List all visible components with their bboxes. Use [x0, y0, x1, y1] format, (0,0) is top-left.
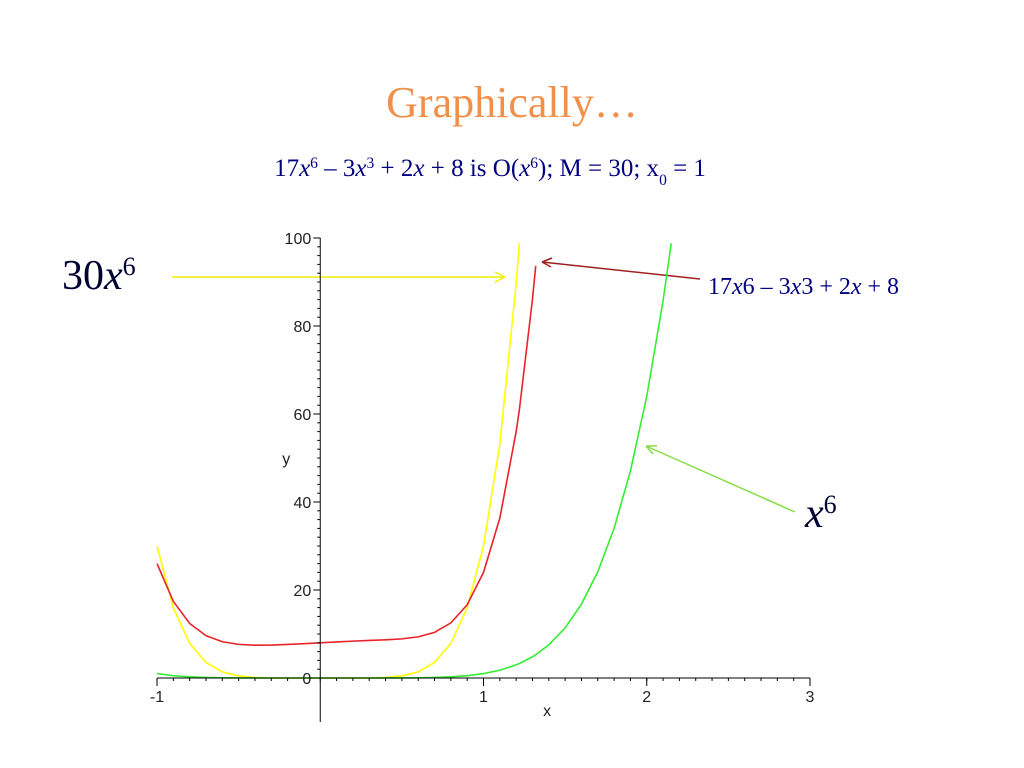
arrow-head — [645, 445, 657, 455]
text-piece: 6 – 3 — [743, 274, 791, 300]
y-tick-label: 60 — [293, 407, 311, 424]
y-tick-label: 40 — [293, 495, 311, 512]
y-axis-label: y — [282, 451, 290, 468]
plot: 0 20 40 60 80 100 -1 1 2 3 x y — [150, 231, 815, 722]
text-piece: = 1 — [667, 155, 706, 182]
text-piece: + 8 is O( — [425, 155, 520, 182]
text-piece: 3 + 2 — [801, 274, 851, 300]
text-piece: x — [790, 274, 802, 300]
text-piece: 6 — [530, 155, 538, 172]
text-piece: x — [731, 274, 743, 300]
text-piece: x — [298, 155, 310, 182]
text-piece: 6 — [123, 252, 136, 281]
arrow-head — [494, 271, 506, 283]
x-tick-label: 1 — [479, 689, 488, 706]
curve — [156, 265, 537, 646]
text-piece: + 8 — [862, 274, 900, 300]
text-piece: + 2 — [374, 155, 413, 182]
text-piece: x — [804, 491, 824, 537]
annotation-arrow — [645, 445, 796, 513]
text-piece: 30 — [62, 253, 104, 299]
text-piece: 17 — [708, 274, 732, 300]
text-piece: – 3 — [318, 155, 356, 182]
annotation-label: 17x6 – 3x3 + 2x + 8 — [708, 274, 899, 300]
slide-title: Graphically… — [386, 78, 638, 127]
annotation-label: 30x6 — [62, 252, 136, 300]
text-piece: x — [354, 155, 366, 182]
annotation-label: x6 — [804, 490, 837, 538]
text-piece: x — [850, 274, 862, 300]
text-piece: 6 — [824, 490, 837, 519]
y-tick-label: 0 — [302, 671, 311, 688]
text-piece: x — [518, 155, 530, 182]
text-piece: 3 — [367, 155, 375, 172]
text-piece: x — [103, 253, 123, 299]
x-axis-label: x — [543, 703, 551, 720]
x-tick-label: 3 — [806, 689, 815, 706]
arrow-head — [541, 257, 553, 268]
slide-subtitle: 17x6 – 3x3 + 2x + 8 is O(x6); M = 30; x0… — [274, 155, 706, 189]
y-tick-label: 80 — [293, 319, 311, 336]
text-piece: 17 — [274, 155, 299, 182]
y-tick-label: 20 — [293, 583, 311, 600]
x-tick-label: -1 — [150, 689, 164, 706]
text-piece: x — [412, 155, 424, 182]
text-piece: 0 — [659, 172, 667, 189]
x-tick-label: 2 — [642, 689, 651, 706]
text-piece: ); M = 30; x — [538, 155, 660, 182]
annotation-arrow — [541, 261, 701, 280]
y-tick-label: 100 — [285, 231, 312, 248]
text-piece: 6 — [310, 155, 318, 172]
